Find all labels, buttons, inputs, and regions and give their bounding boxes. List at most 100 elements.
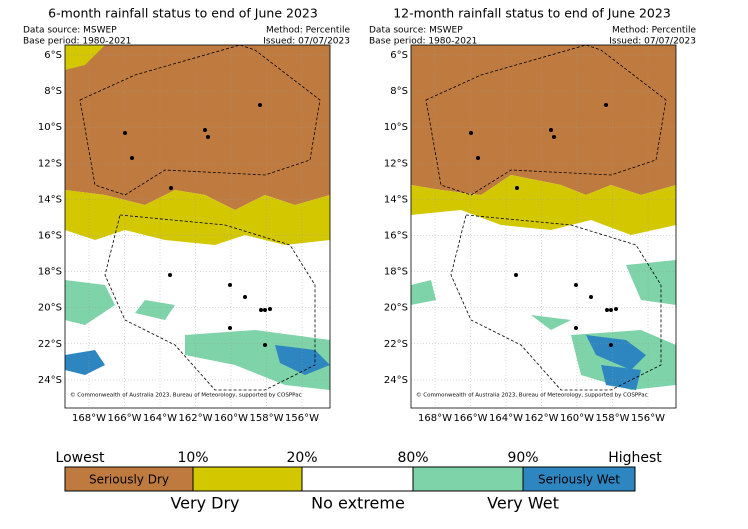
lat-label: 14°S bbox=[384, 194, 408, 205]
base-period: Base period: 1980-2021 bbox=[23, 37, 131, 47]
legend-swatch bbox=[301, 466, 414, 492]
lon-label: 160°W bbox=[214, 413, 248, 424]
rainfall-area bbox=[601, 365, 641, 390]
data-source: Data source: MSWEP bbox=[23, 26, 117, 36]
rainfall-area bbox=[65, 190, 330, 245]
lon-label: 168°W bbox=[418, 413, 452, 424]
lat-label: 16°S bbox=[384, 231, 408, 242]
map-frame bbox=[410, 44, 677, 409]
legend-threshold: Highest bbox=[608, 450, 662, 466]
rainfall-area bbox=[411, 45, 676, 195]
lon-label: 156°W bbox=[631, 413, 665, 424]
island bbox=[168, 273, 172, 277]
island bbox=[259, 308, 263, 312]
lat-label: 8°S bbox=[390, 86, 408, 97]
island bbox=[549, 128, 553, 132]
legend-class: No extreme bbox=[311, 494, 405, 513]
lat-label: 14°S bbox=[38, 194, 62, 205]
island bbox=[589, 295, 593, 299]
legend-swatch bbox=[192, 466, 303, 492]
rainfall-area bbox=[65, 45, 330, 210]
lon-label: 166°W bbox=[454, 413, 488, 424]
rainfall-area bbox=[185, 330, 330, 390]
lat-label: 16°S bbox=[38, 231, 62, 242]
island bbox=[574, 283, 578, 287]
legend-threshold: 80% bbox=[397, 450, 428, 466]
island bbox=[228, 283, 232, 287]
island bbox=[604, 103, 608, 107]
legend-swatch bbox=[412, 466, 524, 492]
lat-label: 18°S bbox=[384, 267, 408, 278]
island bbox=[123, 131, 127, 135]
lon-label: 160°W bbox=[560, 413, 594, 424]
island bbox=[552, 135, 556, 139]
legend-class: Very Wet bbox=[487, 494, 559, 513]
rainfall-area bbox=[411, 175, 676, 235]
rainfall-area bbox=[275, 345, 330, 375]
legend-class: Very Dry bbox=[170, 494, 239, 513]
rainfall-area bbox=[135, 300, 175, 320]
legend-threshold: Lowest bbox=[56, 450, 105, 466]
issued: Issued: 07/07/2023 bbox=[263, 37, 350, 47]
legend-threshold: 90% bbox=[507, 450, 538, 466]
lon-label: 162°W bbox=[179, 413, 213, 424]
island bbox=[169, 186, 173, 190]
island bbox=[203, 128, 207, 132]
lat-label: 12°S bbox=[38, 158, 62, 169]
panel-title: 12-month rainfall status to end of June … bbox=[393, 6, 671, 21]
island bbox=[609, 308, 613, 312]
base-period: Base period: 1980-2021 bbox=[369, 37, 477, 47]
lon-label: 158°W bbox=[250, 413, 284, 424]
lat-label: 6°S bbox=[390, 50, 408, 61]
island bbox=[228, 326, 232, 330]
lat-label: 22°S bbox=[38, 339, 62, 350]
island bbox=[574, 326, 578, 330]
island bbox=[476, 156, 480, 160]
lat-label: 22°S bbox=[384, 339, 408, 350]
eez-boundary bbox=[450, 214, 662, 391]
island bbox=[514, 273, 518, 277]
lat-label: 24°S bbox=[384, 375, 408, 386]
lat-label: 8°S bbox=[44, 86, 62, 97]
legend-swatch bbox=[522, 466, 636, 492]
island bbox=[263, 308, 267, 312]
lat-label: 18°S bbox=[38, 267, 62, 278]
method: Method: Percentile bbox=[612, 26, 697, 36]
legend-swatch bbox=[64, 466, 194, 492]
lon-label: 162°W bbox=[525, 413, 559, 424]
island bbox=[263, 343, 267, 347]
lat-label: 10°S bbox=[38, 122, 62, 133]
lon-label: 164°W bbox=[489, 413, 523, 424]
lon-label: 168°W bbox=[72, 413, 106, 424]
legend-class: Seriously Dry bbox=[89, 473, 169, 487]
island bbox=[268, 307, 272, 311]
copyright: © Commonwealth of Australia 2023, Bureau… bbox=[70, 392, 302, 399]
lat-label: 24°S bbox=[38, 375, 62, 386]
island bbox=[614, 307, 618, 311]
method: Method: Percentile bbox=[266, 26, 351, 36]
lon-label: 158°W bbox=[596, 413, 630, 424]
eez-boundary bbox=[104, 214, 316, 391]
legend-threshold: 20% bbox=[286, 450, 317, 466]
copyright: © Commonwealth of Australia 2023, Bureau… bbox=[416, 392, 648, 399]
island bbox=[258, 103, 262, 107]
data-source: Data source: MSWEP bbox=[369, 26, 463, 36]
island bbox=[130, 156, 134, 160]
rainfall-area bbox=[411, 280, 436, 305]
rainfall-area bbox=[531, 315, 571, 330]
legend-class: Seriously Wet bbox=[538, 473, 620, 487]
issued: Issued: 07/07/2023 bbox=[609, 37, 696, 47]
rainfall-area bbox=[626, 260, 676, 305]
island bbox=[243, 295, 247, 299]
lat-label: 10°S bbox=[384, 122, 408, 133]
panel-title: 6-month rainfall status to end of June 2… bbox=[48, 6, 318, 21]
map: © Commonwealth of Australia 2023, Bureau… bbox=[410, 44, 677, 409]
island bbox=[605, 308, 609, 312]
rainfall-area bbox=[65, 350, 105, 375]
rainfall-area bbox=[65, 280, 115, 325]
lat-label: 6°S bbox=[44, 50, 62, 61]
island bbox=[206, 135, 210, 139]
island bbox=[469, 131, 473, 135]
rainfall-area bbox=[65, 45, 105, 70]
